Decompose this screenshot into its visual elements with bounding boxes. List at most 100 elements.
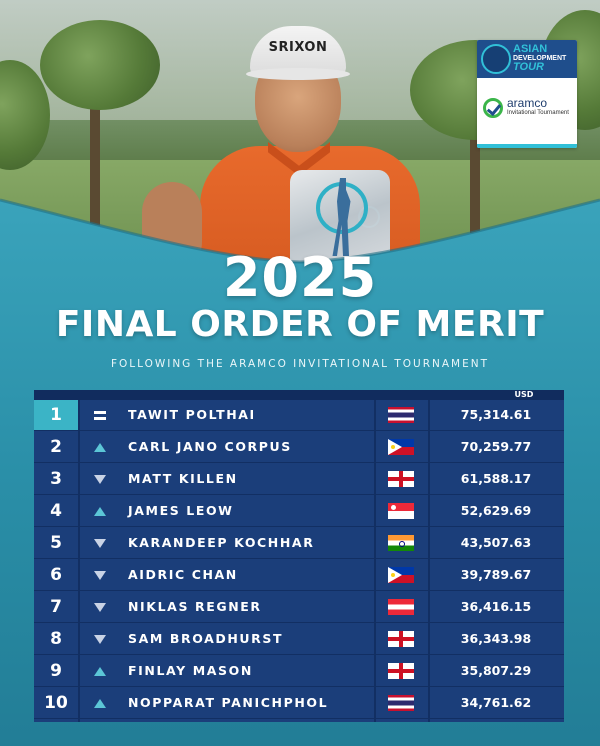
arrow-down-icon <box>94 538 106 548</box>
country-flag-cell <box>374 528 428 558</box>
player-name: SAM BROADHURST <box>128 631 284 646</box>
movement-indicator <box>92 656 108 686</box>
arrow-down-icon <box>94 474 106 484</box>
cap-brim <box>246 68 350 80</box>
table-row: 9 FINLAY MASON 35,807.29 <box>34 656 564 687</box>
england-flag-icon <box>388 471 414 487</box>
arrow-down-icon <box>94 570 106 580</box>
country-flag-cell <box>374 400 428 430</box>
table-row: 8 SAM BROADHURST 36,343.98 <box>34 624 564 655</box>
page-title: FINAL ORDER OF MERIT <box>55 304 545 345</box>
country-flag-cell <box>374 496 428 526</box>
rank-number: 3 <box>50 469 62 489</box>
table-row: 4 JAMES LEOW 52,629.69 <box>34 496 564 527</box>
tour-name-line2: DEVELOPMENT <box>513 55 567 62</box>
currency-label: USD <box>514 390 534 399</box>
england-flag-icon <box>388 631 414 647</box>
thailand-flag-icon <box>388 695 414 711</box>
rank-number: 10 <box>44 693 68 713</box>
movement-indicator <box>92 400 108 430</box>
sponsor-event: Invitational Tournament <box>507 110 569 116</box>
prize-money: 43,507.63 <box>460 535 532 550</box>
table-row: 2 CARL JANO CORPUS 70,259.77 <box>34 432 564 463</box>
year-heading: 2025 <box>222 246 378 309</box>
page-subtitle: FOLLOWING THE ARAMCO INVITATIONAL TOURNA… <box>110 358 490 370</box>
rank-number: 2 <box>50 437 62 457</box>
rank-number: 4 <box>50 501 62 521</box>
movement-indicator <box>92 528 108 558</box>
palm-foliage <box>40 20 160 110</box>
prize-money: 70,259.77 <box>460 439 532 454</box>
column-divider <box>78 400 80 722</box>
rank-number: 8 <box>50 629 62 649</box>
table-row: 6 AIDRIC CHAN 39,789.67 <box>34 560 564 591</box>
rank-number: 7 <box>50 597 62 617</box>
sponsor-logo-card: ASIAN DEVELOPMENT TOUR aramco Invitation… <box>477 40 577 148</box>
player-name: NOPPARAT PANICHPHOL <box>128 695 329 710</box>
player-name: FINLAY MASON <box>128 663 253 678</box>
singapore-flag-icon <box>388 503 414 519</box>
prize-money: 34,761.62 <box>460 695 532 710</box>
trophy <box>290 170 390 270</box>
country-flag-cell <box>374 432 428 462</box>
arrow-down-icon <box>94 634 106 644</box>
player-name: KARANDEEP KOCHHAR <box>128 535 315 550</box>
rank-number: 9 <box>50 661 62 681</box>
player-name: AIDRIC CHAN <box>128 567 238 582</box>
country-flag-cell <box>374 656 428 686</box>
table-row: 10 NOPPARAT PANICHPHOL 34,761.62 <box>34 688 564 719</box>
tour-name-line3: TOUR <box>513 61 544 73</box>
palm-trunk <box>90 70 100 230</box>
rank-number: 5 <box>50 533 62 553</box>
prize-money: 61,588.17 <box>460 471 532 486</box>
country-flag-cell <box>374 688 428 718</box>
palm-trunk <box>470 90 480 240</box>
movement-indicator <box>92 592 108 622</box>
table-row: 5 KARANDEEP KOCHHAR 43,507.63 <box>34 528 564 559</box>
prize-money: 52,629.69 <box>460 503 532 518</box>
rank-number: 6 <box>50 565 62 585</box>
column-divider <box>374 400 376 722</box>
arrow-down-icon <box>94 602 106 612</box>
arrow-up-icon <box>94 506 106 516</box>
movement-indicator <box>92 496 108 526</box>
prize-money: 36,416.15 <box>460 599 532 614</box>
country-flag-cell <box>374 560 428 590</box>
table-header: USD <box>34 390 564 400</box>
country-flag-cell <box>374 592 428 622</box>
player-name: JAMES LEOW <box>128 503 234 518</box>
equal-icon <box>94 410 106 420</box>
golfer-icon <box>481 44 511 74</box>
england-flag-icon <box>388 663 414 679</box>
arrow-up-icon <box>94 698 106 708</box>
rank-number: 1 <box>34 400 78 430</box>
asian-development-tour-logo: ASIAN DEVELOPMENT TOUR <box>477 40 577 78</box>
column-divider <box>428 400 430 722</box>
order-of-merit-table: USD 1 TAWIT POLTHAI 75,314.61 2 CARL JANO CO… <box>34 390 564 722</box>
india-flag-icon <box>388 535 414 551</box>
austria-flag-icon <box>388 599 414 615</box>
prize-money: 36,343.98 <box>460 631 532 646</box>
arrow-up-icon <box>94 442 106 452</box>
prize-money: 39,789.67 <box>460 567 532 582</box>
table-row: 7 NIKLAS REGNER 36,416.15 <box>34 592 564 623</box>
movement-indicator <box>92 624 108 654</box>
aramco-checkmark-icon <box>483 98 503 118</box>
philippines-flag-icon <box>388 567 414 583</box>
player-name: TAWIT POLTHAI <box>128 407 256 422</box>
white-cap <box>250 26 346 76</box>
prize-money: 75,314.61 <box>460 407 532 422</box>
tour-name-line1: ASIAN <box>513 43 548 55</box>
player-name: MATT KILLEN <box>128 471 238 486</box>
logo-stripe <box>477 144 577 148</box>
movement-indicator <box>92 688 108 718</box>
cap-brand-logo: SRIXON <box>268 40 328 55</box>
golfer-portrait: SRIXON <box>142 10 450 270</box>
player-name: CARL JANO CORPUS <box>128 439 292 454</box>
arrow-up-icon <box>94 666 106 676</box>
sponsor-name: aramco <box>507 96 548 110</box>
prize-money: 35,807.29 <box>460 663 532 678</box>
movement-indicator <box>92 464 108 494</box>
country-flag-cell <box>374 624 428 654</box>
table-row: 1 TAWIT POLTHAI 75,314.61 <box>34 400 564 431</box>
